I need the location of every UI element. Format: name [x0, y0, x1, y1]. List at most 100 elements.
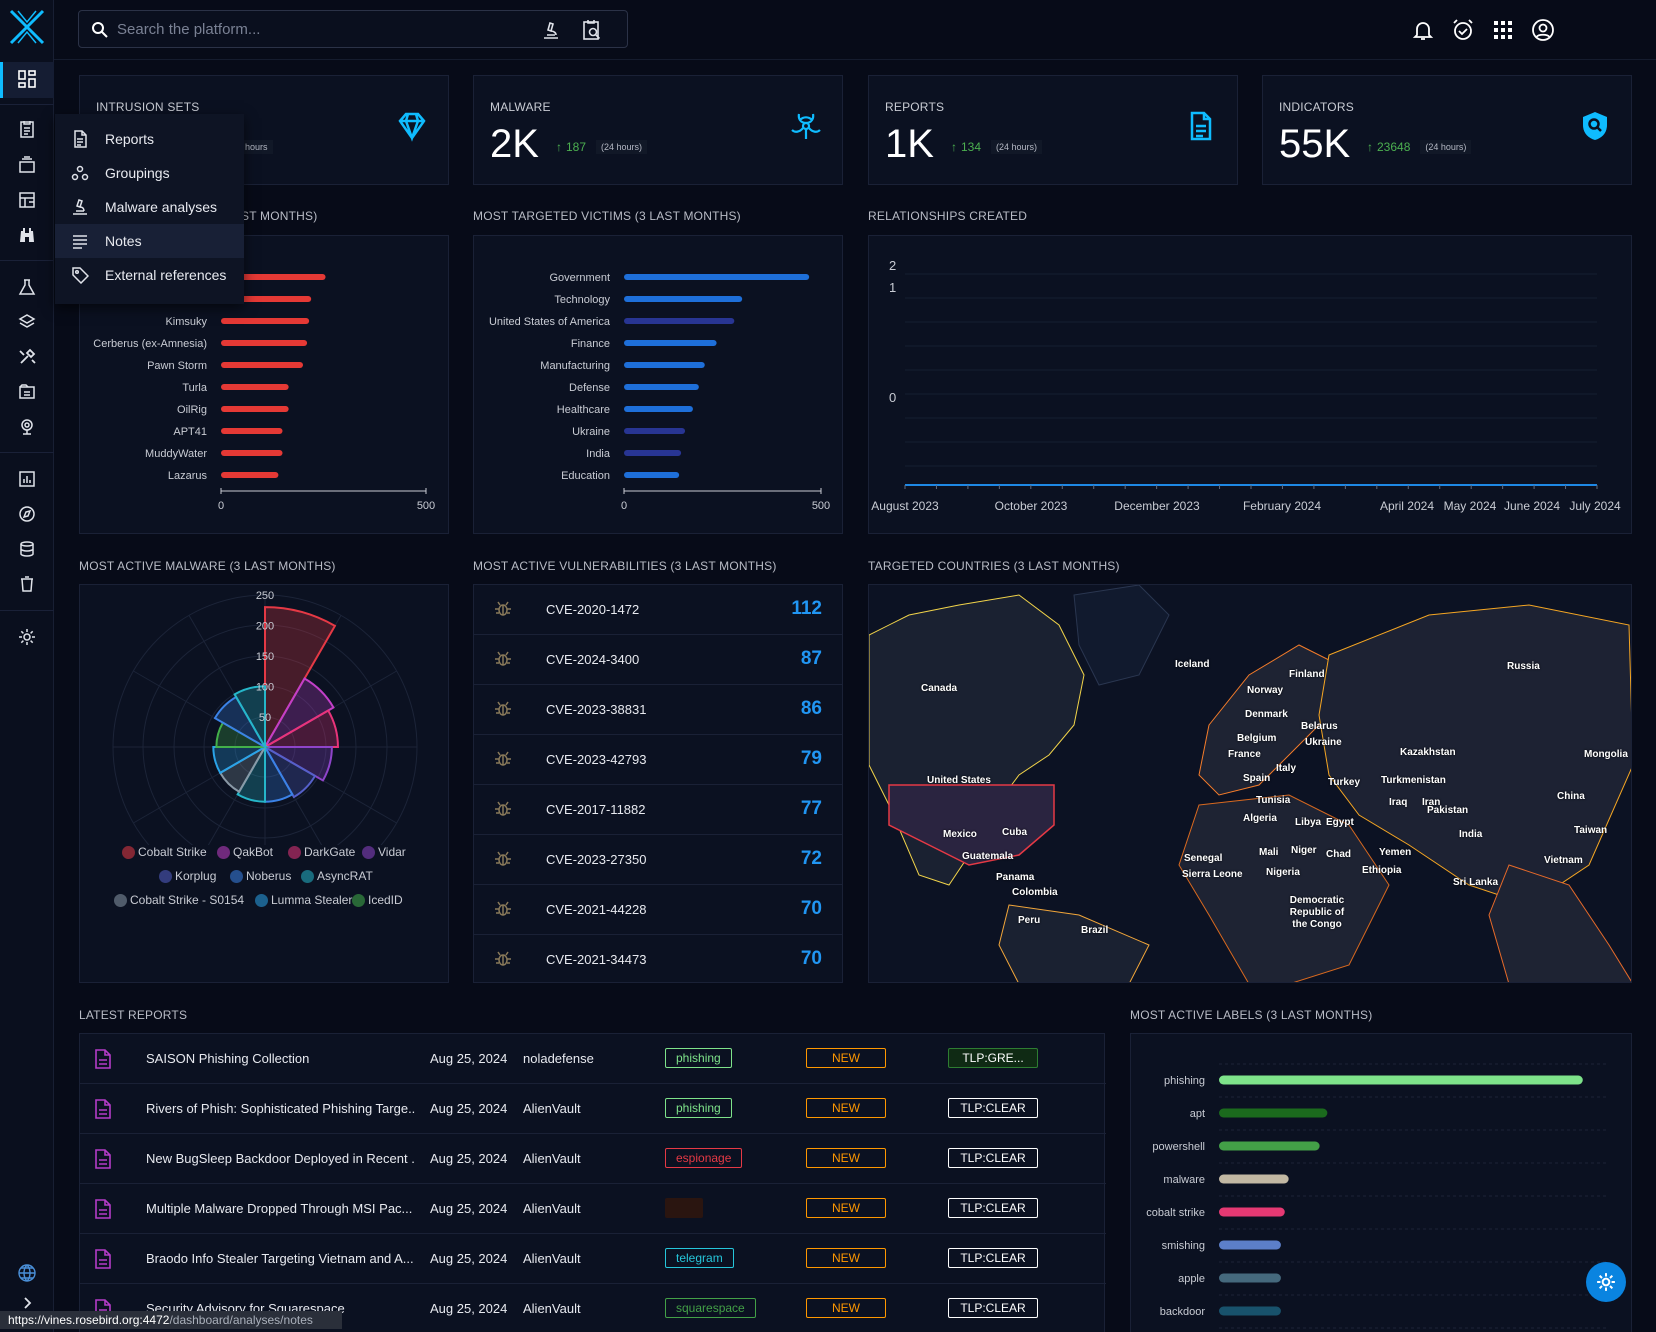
- observations-icon[interactable]: [14, 222, 40, 248]
- vulnerability-row[interactable]: CVE-2021-34473 70: [474, 935, 842, 985]
- locations-icon[interactable]: [14, 414, 40, 440]
- threats-icon[interactable]: [14, 274, 40, 300]
- report-label-chip[interactable]: espionage: [665, 1148, 743, 1168]
- victim-bar[interactable]: [624, 472, 680, 478]
- intrusion-set-bar[interactable]: [221, 384, 289, 390]
- dashboards-icon[interactable]: [14, 466, 40, 492]
- vulnerability-row[interactable]: CVE-2023-27350 72: [474, 835, 842, 885]
- victim-bar[interactable]: [624, 318, 735, 324]
- apps-grid-icon[interactable]: [1491, 18, 1515, 42]
- label-bar[interactable]: [1219, 1174, 1289, 1184]
- victim-bar[interactable]: [624, 296, 743, 302]
- bulk-search-icon[interactable]: [581, 19, 603, 41]
- report-row[interactable]: New BugSleep Backdoor Deployed in Recent…: [80, 1134, 1106, 1184]
- legend-item[interactable]: DarkGate: [288, 845, 355, 859]
- legend-item[interactable]: AsyncRAT: [301, 869, 373, 883]
- legend-item[interactable]: Vidar: [362, 845, 406, 859]
- polar-slice[interactable]: [261, 746, 333, 782]
- report-row[interactable]: Multiple Malware Dropped Through MSI Pac…: [80, 1184, 1106, 1234]
- events-icon[interactable]: [14, 187, 40, 213]
- vulnerability-row[interactable]: CVE-2023-42793 79: [474, 735, 842, 785]
- menu-item-reports[interactable]: Reports: [55, 122, 244, 156]
- vulnerability-row[interactable]: CVE-2020-1472 112: [474, 585, 842, 635]
- polar-slice[interactable]: [261, 709, 339, 748]
- settings-icon[interactable]: [14, 624, 40, 650]
- intrusion-set-bar[interactable]: [221, 472, 279, 478]
- legend-item[interactable]: QakBot: [217, 845, 273, 859]
- report-row[interactable]: SAISON Phishing Collection Aug 25, 2024 no…: [80, 1034, 1106, 1084]
- intrusion-set-bar[interactable]: [221, 318, 310, 324]
- polar-slice[interactable]: [264, 606, 337, 751]
- intrusion-set-bar[interactable]: [221, 428, 283, 434]
- kpi-card-malware[interactable]: MALWARE 2K ↑ 187 (24 hours): [473, 75, 843, 185]
- legend-item[interactable]: Lumma Stealer: [255, 893, 352, 907]
- menu-item-external-references[interactable]: External references: [55, 258, 244, 292]
- polar-slice[interactable]: [262, 677, 335, 750]
- report-row[interactable]: Rivers of Phish: Sophisticated Phishing …: [80, 1084, 1106, 1134]
- vulnerability-row[interactable]: CVE-2023-38831 86: [474, 685, 842, 735]
- notifications-icon[interactable]: [1411, 18, 1435, 42]
- label-bar[interactable]: [1219, 1273, 1281, 1283]
- label-bar[interactable]: [1219, 1207, 1285, 1217]
- label-bar[interactable]: [1219, 1240, 1281, 1250]
- polar-slice[interactable]: [212, 746, 269, 775]
- legend-item[interactable]: IcedID: [352, 893, 403, 907]
- app-logo-icon[interactable]: [8, 8, 46, 46]
- dashboard-settings-button[interactable]: [1586, 1262, 1626, 1302]
- victim-bar[interactable]: [624, 406, 693, 412]
- legend-item[interactable]: Cobalt Strike: [122, 845, 207, 859]
- world-map[interactable]: [869, 585, 1632, 983]
- microscope-icon[interactable]: [541, 20, 561, 40]
- intrusion-set-bar[interactable]: [221, 450, 283, 456]
- account-icon[interactable]: [1531, 18, 1555, 42]
- cases-icon[interactable]: [14, 152, 40, 178]
- report-label-chip[interactable]: phishing: [665, 1048, 732, 1068]
- vulnerability-row[interactable]: CVE-2024-3400 87: [474, 635, 842, 685]
- kpi-card-reports[interactable]: REPORTS 1K ↑ 134 (24 hours): [868, 75, 1238, 185]
- kpi-card-indicators[interactable]: INDICATORS 55K ↑ 23648 (24 hours): [1262, 75, 1632, 185]
- label-bar[interactable]: [1219, 1075, 1583, 1085]
- bug-icon: [495, 901, 511, 916]
- victim-bar[interactable]: [624, 450, 682, 456]
- vulnerability-row[interactable]: CVE-2021-44228 70: [474, 885, 842, 935]
- entities-icon[interactable]: [14, 379, 40, 405]
- expand-sidebar-icon[interactable]: [14, 1290, 40, 1316]
- victim-bar[interactable]: [624, 428, 686, 434]
- report-label-chip[interactable]: [665, 1198, 703, 1218]
- victim-bar[interactable]: [624, 274, 810, 280]
- polar-slice[interactable]: [233, 685, 266, 751]
- victim-bar[interactable]: [624, 384, 699, 390]
- vulnerability-row[interactable]: CVE-2017-11882 77: [474, 785, 842, 835]
- arsenal-icon[interactable]: [14, 309, 40, 335]
- legend-item[interactable]: Cobalt Strike - S0154: [114, 893, 244, 907]
- report-label-chip[interactable]: telegram: [665, 1248, 734, 1268]
- report-label-chip[interactable]: squarespace: [665, 1298, 756, 1318]
- investigations-icon[interactable]: [14, 501, 40, 527]
- map-country-label: Taiwan: [1574, 825, 1608, 836]
- intrusion-set-bar[interactable]: [221, 406, 289, 412]
- intrusion-set-bar[interactable]: [221, 340, 308, 346]
- legend-item[interactable]: Noberus: [230, 869, 291, 883]
- data-icon[interactable]: [14, 536, 40, 562]
- dashboard-icon[interactable]: [14, 66, 40, 92]
- techniques-icon[interactable]: [14, 344, 40, 370]
- intrusion-set-bar[interactable]: [221, 274, 326, 280]
- menu-item-groupings[interactable]: Groupings: [55, 156, 244, 190]
- report-label-chip[interactable]: phishing: [665, 1098, 732, 1118]
- menu-item-notes[interactable]: Notes: [55, 224, 244, 258]
- legend-item[interactable]: Korplug: [159, 869, 216, 883]
- intrusion-set-bar[interactable]: [221, 362, 303, 368]
- victim-bar[interactable]: [624, 362, 705, 368]
- analyses-icon[interactable]: [14, 116, 40, 142]
- victim-bar[interactable]: [624, 340, 717, 346]
- label-bar[interactable]: [1219, 1306, 1281, 1316]
- polar-slice[interactable]: [262, 744, 317, 799]
- label-bar[interactable]: [1219, 1108, 1328, 1118]
- trash-icon[interactable]: [14, 571, 40, 597]
- globe-icon[interactable]: [14, 1260, 40, 1286]
- menu-item-malware-analyses[interactable]: Malware analyses: [55, 190, 244, 224]
- report-row[interactable]: Braodo Info Stealer Targeting Vietnam an…: [80, 1234, 1106, 1284]
- search-input[interactable]: [117, 19, 537, 39]
- alarm-icon[interactable]: [1451, 18, 1475, 42]
- label-bar[interactable]: [1219, 1141, 1320, 1151]
